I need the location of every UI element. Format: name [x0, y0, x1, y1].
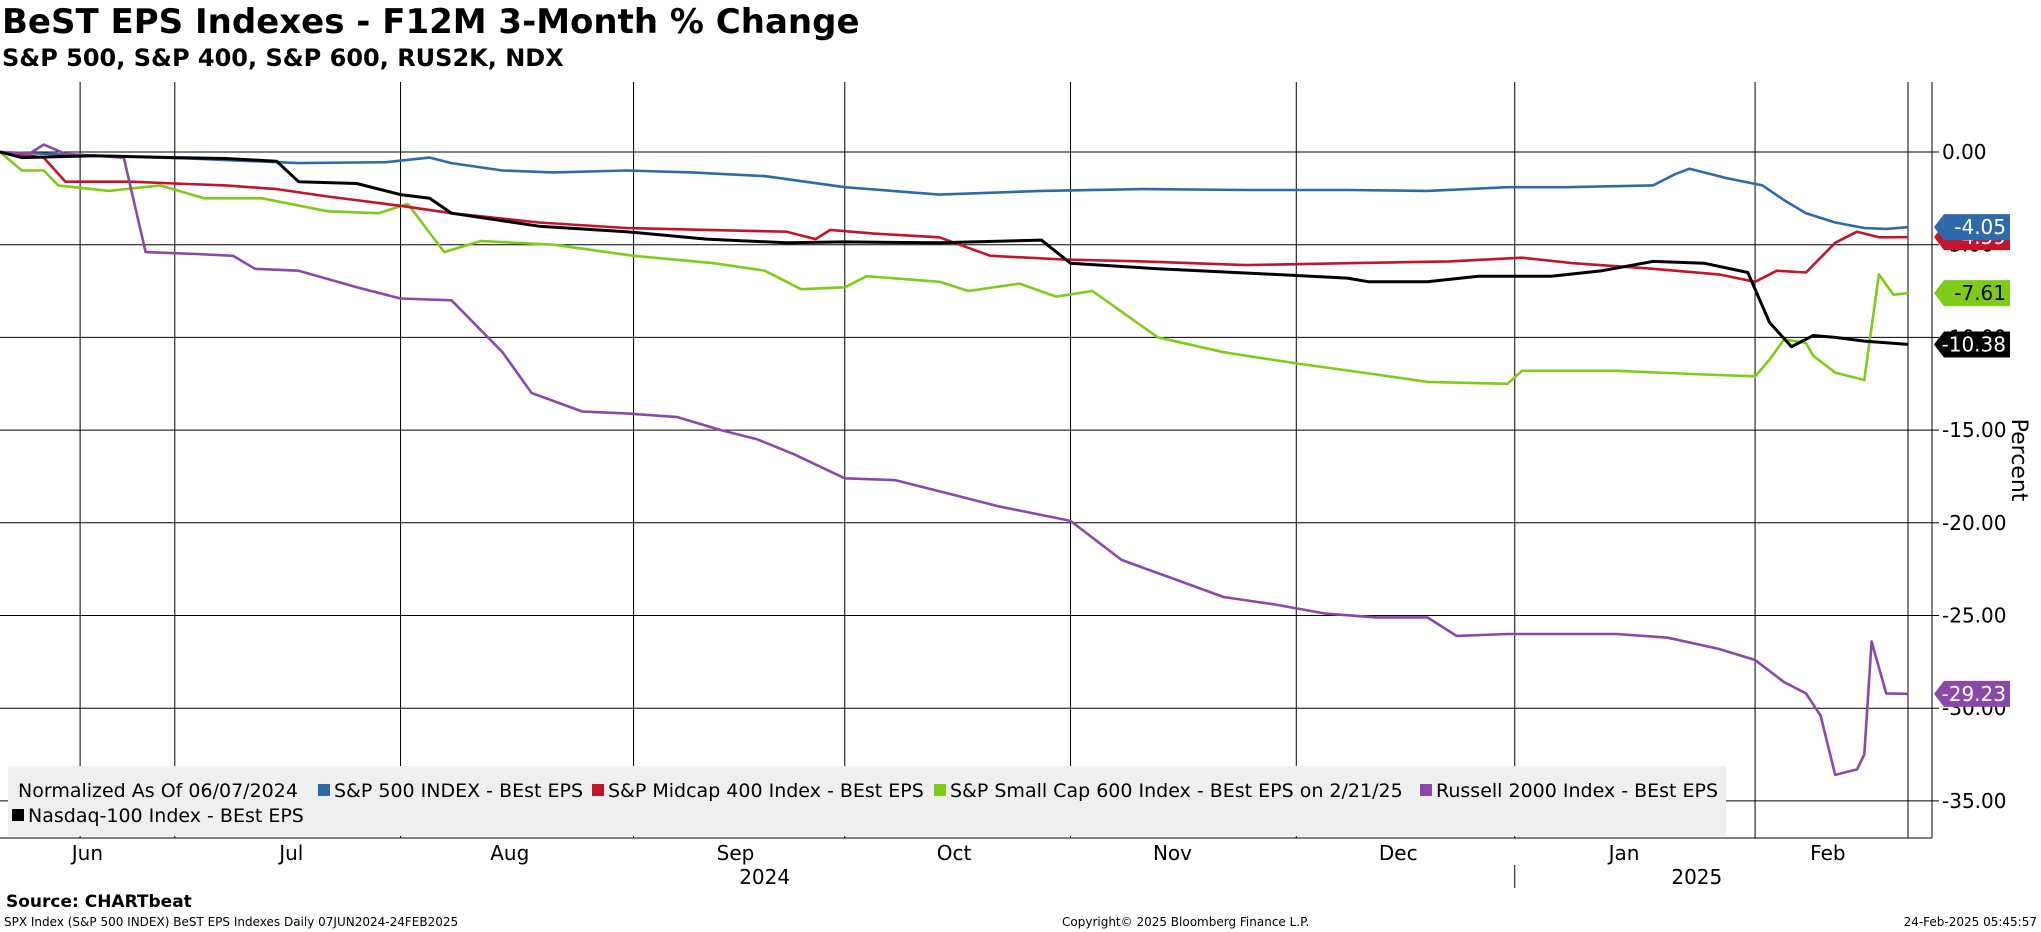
- y-tick-label: -20.00: [1942, 511, 2006, 535]
- x-month-label: Sep: [717, 841, 755, 865]
- last-value-tag-ndx: -10.38: [1934, 331, 2010, 358]
- y-tick-label: -25.00: [1942, 604, 2006, 628]
- series-line-sp500: [0, 150, 1909, 231]
- last-value-tag-rus2k: -29.23: [1934, 680, 2010, 707]
- last-value-box: [1934, 331, 2010, 358]
- y-tick-label: 0.00: [1942, 140, 1987, 164]
- legend-item-rus2k: Russell 2000 Index - BEst EPS: [1420, 780, 1718, 802]
- series-line-ndx: [0, 150, 1909, 349]
- legend-background: [8, 766, 1726, 836]
- legend-label: S&P 500 INDEX - BEst EPS: [334, 780, 583, 802]
- legend-item-sp500: S&P 500 INDEX - BEst EPS: [318, 780, 583, 802]
- last-value-label: -29.23: [1942, 682, 2006, 706]
- x-month-label: Jun: [70, 841, 103, 865]
- legend-label: S&P Midcap 400 Index - BEst EPS: [608, 780, 924, 802]
- last-value-tag-sp500: -4.05: [1934, 214, 2010, 241]
- last-value-box: [1934, 214, 2010, 241]
- legend-label: S&P Small Cap 600 Index - BEst EPS on 2/…: [950, 780, 1403, 802]
- last-value-box: [1934, 680, 2010, 707]
- legend-item-ndx: Nasdaq-100 Index - BEst EPS: [12, 805, 304, 827]
- chart-title: BeST EPS Indexes - F12M 3-Month % Change: [2, 2, 860, 42]
- legend-swatch: [12, 809, 24, 821]
- series-info: SPX Index (S&P 500 INDEX) BeST EPS Index…: [4, 915, 459, 929]
- x-month-label: Oct: [937, 841, 972, 865]
- legend-label: Russell 2000 Index - BEst EPS: [1436, 780, 1718, 802]
- last-value-label: -4.05: [1954, 215, 2006, 239]
- y-tick-label: -15.00: [1942, 418, 2006, 442]
- last-value-label: -7.61: [1954, 281, 2006, 305]
- legend-swatch: [318, 784, 330, 796]
- legend-label: Nasdaq-100 Index - BEst EPS: [28, 805, 304, 827]
- y-axis-label: Percent: [2006, 419, 2031, 502]
- series-line-rus2k: [0, 143, 1909, 777]
- line-chart: 0.00-5.00-10.00-15.00-20.00-25.00-30.00-…: [0, 82, 2031, 889]
- x-month-label: Feb: [1810, 841, 1845, 865]
- chart-subtitle: S&P 500, S&P 400, S&P 600, RUS2K, NDX: [2, 44, 564, 72]
- last-value-label: -10.38: [1942, 332, 2006, 356]
- x-month-label: Dec: [1379, 841, 1418, 865]
- x-month-label: Jul: [277, 841, 303, 865]
- legend-note: Normalized As Of 06/07/2024: [18, 780, 298, 802]
- legend-swatch: [934, 784, 946, 796]
- x-year-label: 2025: [1671, 865, 1722, 889]
- series-line-sp600: [0, 151, 1909, 386]
- last-value-box: [1934, 280, 2010, 307]
- timestamp: 24-Feb-2025 05:45:57: [1903, 915, 2037, 929]
- legend-item-sp600: S&P Small Cap 600 Index - BEst EPS on 2/…: [934, 780, 1403, 802]
- x-year-label: 2024: [739, 865, 790, 889]
- legend-swatch: [1420, 784, 1432, 796]
- copyright-note: Copyright© 2025 Bloomberg Finance L.P.: [1062, 915, 1310, 929]
- x-month-label: Nov: [1153, 841, 1192, 865]
- y-tick-label: -35.00: [1942, 789, 2006, 813]
- legend: Normalized As Of 06/07/2024 S&P 500 INDEX…: [8, 766, 1726, 836]
- legend-item-sp400: S&P Midcap 400 Index - BEst EPS: [592, 780, 924, 802]
- last-value-tag-sp600: -7.61: [1934, 280, 2010, 307]
- source-note: Source: CHARTbeat: [6, 892, 192, 912]
- x-month-label: Jan: [1607, 841, 1640, 865]
- series-line-sp400: [0, 150, 1909, 284]
- x-month-label: Aug: [490, 841, 529, 865]
- legend-swatch: [592, 784, 604, 796]
